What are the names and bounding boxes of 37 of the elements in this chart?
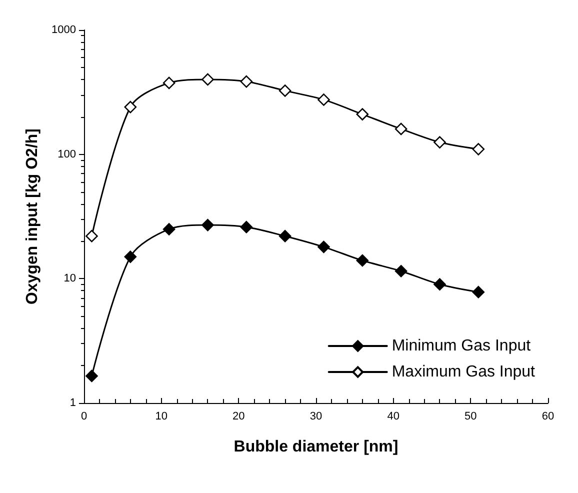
point [472, 286, 485, 298]
point [278, 230, 292, 242]
legend-label: Maximum Gas Input [392, 364, 536, 380]
x-tick-label: 50 [464, 410, 477, 422]
y-tick-label: 10 [64, 272, 76, 285]
point [124, 100, 137, 114]
point [240, 75, 253, 88]
point [434, 278, 446, 291]
point [318, 94, 330, 106]
x-tick-label: 10 [155, 410, 168, 422]
point [356, 108, 369, 120]
point [202, 218, 214, 232]
point [356, 254, 369, 267]
x-tick-label: 0 [80, 410, 88, 422]
point [86, 230, 98, 242]
point [124, 250, 137, 263]
x-axis-title: Bubble diameter [nm] [234, 438, 398, 456]
point [318, 240, 330, 254]
point [162, 76, 176, 90]
y-tick-label: 1 [70, 397, 76, 409]
x-tick-label: 30 [310, 410, 322, 422]
point [434, 136, 446, 148]
point [86, 370, 98, 382]
legend-label: Minimum Gas Input [392, 338, 532, 354]
y-tick-label: 100 [58, 148, 76, 160]
y-axis-title: Oxygen input [kg O2/h] [24, 128, 42, 305]
y-tick-label: 1000 [52, 24, 76, 36]
x-tick-label: 40 [387, 410, 400, 422]
point [472, 143, 485, 156]
point [394, 264, 408, 278]
x-tick-label: 60 [542, 410, 554, 422]
point [202, 73, 214, 86]
point [394, 122, 408, 136]
x-tick-label: 20 [232, 410, 245, 422]
point [278, 84, 292, 97]
point [240, 220, 253, 234]
point [162, 223, 176, 236]
